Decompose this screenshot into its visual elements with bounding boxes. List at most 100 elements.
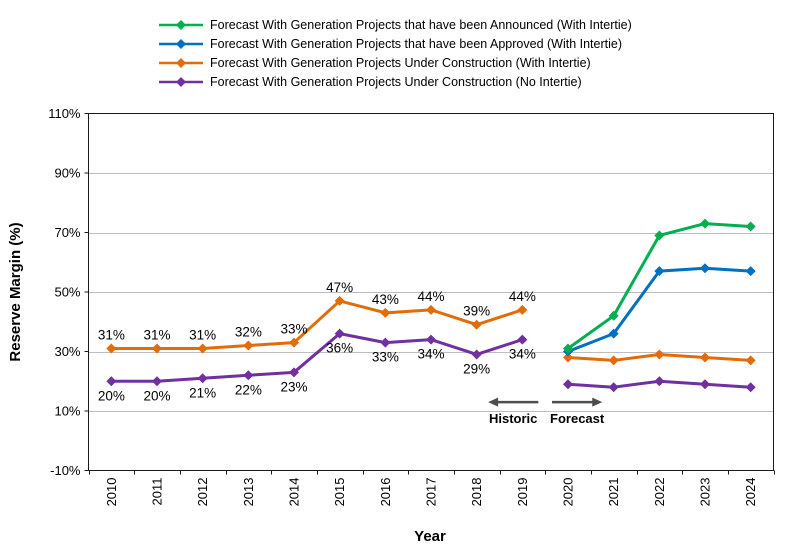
y-tick-label: 50%: [54, 285, 80, 300]
x-tick-label: 2022: [652, 478, 667, 507]
legend-label: Forecast With Generation Projects Under …: [210, 56, 591, 70]
x-tick-label: 2012: [195, 478, 210, 507]
series-0-line-0: [566, 222, 753, 351]
series-2-data-label: 39%: [463, 304, 490, 319]
chart-legend: Forecast With Generation Projects that h…: [0, 0, 800, 95]
series-2-marker: [608, 355, 619, 366]
series-1-line-0: [566, 266, 753, 353]
series-3-data-label: 33%: [372, 350, 399, 365]
x-tick-label: 2010: [104, 478, 119, 507]
annotation-arrowhead-right: [592, 397, 603, 407]
x-tick-label: 2014: [287, 478, 302, 507]
y-tick-label: 70%: [54, 225, 80, 240]
legend-marker-icon: [159, 20, 203, 30]
series-3-data-label: 21%: [189, 385, 216, 400]
y-axis-title: Reserve Margin (%): [7, 222, 24, 361]
legend-marker-icon: [159, 39, 203, 49]
series-2-marker: [563, 352, 573, 363]
y-tick-label: 30%: [54, 344, 80, 359]
y-tick-label: 110%: [48, 106, 81, 121]
series-3-marker: [197, 373, 208, 384]
series-0-marker: [654, 230, 665, 241]
x-tick-label: 2016: [378, 478, 393, 507]
chart-plot: 110% 90% 70% 50% 30% 10% -10% 2010 2011 2012 2013 2…: [7, 106, 775, 545]
series-0-marker: [745, 221, 756, 232]
series-0-marker: [608, 310, 619, 321]
series-2-marker: [654, 349, 665, 360]
series-3-marker: [106, 376, 117, 387]
series-3-marker: [745, 382, 756, 393]
series-2-marker: [289, 337, 299, 348]
x-tick-label: 2021: [606, 478, 621, 507]
series-3-marker: [563, 379, 573, 390]
legend-label: Forecast With Generation Projects that h…: [210, 37, 623, 51]
x-tick-label: 2019: [515, 478, 530, 507]
x-tick-label: 2011: [150, 478, 165, 506]
annotation-arrowhead-left: [488, 397, 499, 407]
series-1-marker: [700, 263, 710, 274]
legend-label: Forecast With Generation Projects that h…: [210, 18, 632, 32]
x-tick-label: 2018: [469, 478, 484, 507]
series-3-data-label: 22%: [235, 382, 262, 397]
series-3-marker: [152, 376, 162, 387]
series-3-marker: [334, 328, 345, 339]
series-2-marker: [152, 343, 162, 354]
series-3-marker: [654, 376, 665, 387]
series-2-marker: [334, 295, 345, 306]
legend-label: Forecast With Generation Projects Under …: [210, 75, 582, 89]
legend-item-0: Forecast With Generation Projects that h…: [158, 18, 800, 32]
x-tick-label: 2015: [332, 478, 347, 507]
series-2-marker: [517, 304, 528, 315]
series-2-data-label: 31%: [189, 328, 216, 343]
x-axis-title: Year: [414, 528, 446, 545]
annotation-label-0: Historic: [489, 411, 537, 426]
series-2-data-label: 44%: [417, 289, 444, 304]
series-3-data-label: 20%: [98, 388, 125, 403]
x-tick-label: 2023: [698, 478, 713, 507]
chart-layers: 110% 90% 70% 50% 30% 10% -10% 2010 2011 2012 2013 2…: [48, 106, 775, 507]
series-2-marker: [106, 343, 117, 354]
series-1-marker: [745, 266, 756, 277]
series-3-data-label: 36%: [326, 341, 353, 356]
series-2-data-label: 31%: [98, 328, 125, 343]
series-2-data-label: 31%: [143, 328, 170, 343]
series-3-marker: [700, 379, 710, 390]
series-2-data-label: 47%: [326, 280, 353, 295]
series-3-marker: [243, 370, 254, 381]
series-3-line-0: [109, 332, 524, 383]
y-tick-label: 90%: [54, 166, 80, 181]
series-2-marker: [197, 343, 208, 354]
legend-item-1: Forecast With Generation Projects that h…: [158, 37, 800, 51]
series-3-marker: [426, 334, 436, 345]
x-tick-label: 2013: [241, 478, 256, 507]
series-3-data-label: 20%: [143, 388, 170, 403]
series-2-line-0: [109, 299, 524, 351]
legend-marker-icon: [159, 77, 203, 87]
series-2-data-label: 32%: [235, 325, 262, 340]
legend-item-2: Forecast With Generation Projects Under …: [158, 56, 800, 70]
x-tick-label: 2024: [743, 478, 758, 507]
series-3-marker: [471, 349, 482, 360]
x-tick-label: 2017: [424, 478, 439, 507]
series-3-data-label: 34%: [417, 347, 444, 362]
series-2-marker: [745, 355, 756, 366]
series-3-marker: [289, 367, 299, 378]
series-2-marker: [471, 319, 482, 330]
legend-item-3: Forecast With Generation Projects Under …: [158, 75, 800, 89]
series-3-data-label: 34%: [509, 347, 536, 362]
y-tick-label: 10%: [54, 404, 80, 419]
series-2-marker: [700, 352, 710, 363]
series-2-marker: [426, 304, 436, 315]
series-2-data-label: 33%: [280, 322, 307, 337]
series-0-marker: [700, 218, 710, 229]
series-3-marker: [517, 334, 528, 345]
series-3-data-label: 29%: [463, 361, 490, 376]
series-2-marker: [380, 307, 391, 318]
series-2-data-label: 43%: [372, 292, 399, 307]
series-3-marker: [380, 337, 391, 348]
series-2-data-label: 44%: [509, 289, 536, 304]
legend-marker-icon: [159, 58, 203, 68]
series-2-marker: [243, 340, 254, 351]
series-3-marker: [608, 382, 619, 393]
